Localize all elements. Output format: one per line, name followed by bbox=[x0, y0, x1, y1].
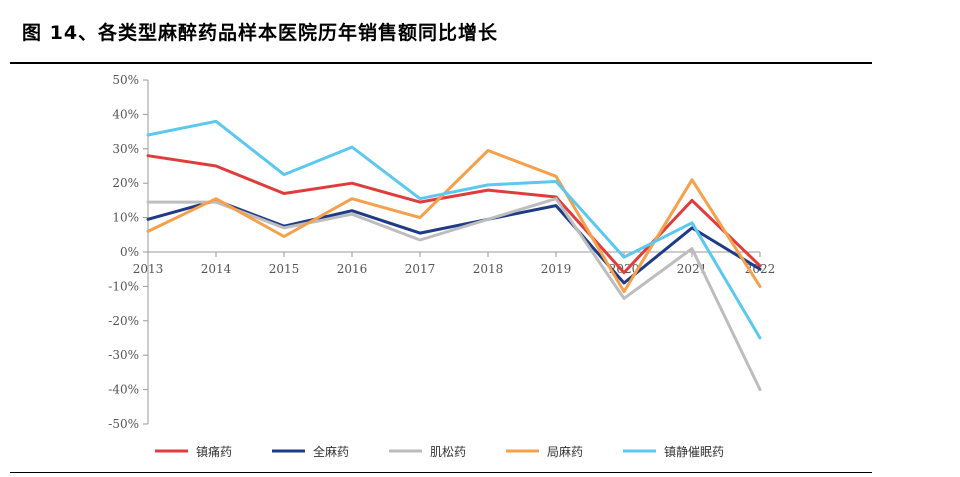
bottom-rule bbox=[10, 472, 872, 473]
x-tick-label: 2019 bbox=[541, 262, 572, 276]
legend-label: 全麻药 bbox=[313, 444, 349, 459]
top-rule bbox=[10, 62, 872, 64]
series-line bbox=[146, 149, 762, 294]
figure-title: 图 14、各类型麻醉药品样本医院历年销售额同比增长 bbox=[22, 22, 499, 44]
legend-label: 局麻药 bbox=[547, 444, 583, 459]
series-layer bbox=[146, 119, 762, 392]
series-line bbox=[146, 198, 762, 285]
y-tick-label: -40% bbox=[108, 383, 139, 397]
y-tick-label: -20% bbox=[108, 314, 139, 328]
y-tick-label: 0% bbox=[120, 245, 139, 259]
series-line bbox=[146, 154, 762, 275]
y-tick-label: 10% bbox=[112, 211, 139, 225]
x-tick-label: 2017 bbox=[405, 262, 436, 276]
axes: 50% 40% 30% 20% 10% 0% -10% -20% -30% -40% -50% 201… bbox=[108, 73, 775, 431]
y-tick-label: -30% bbox=[108, 348, 139, 362]
y-tick-label: 50% bbox=[112, 73, 139, 87]
y-tick-label: -50% bbox=[108, 417, 139, 431]
x-tick-label: 2014 bbox=[201, 262, 232, 276]
y-tick-label: 40% bbox=[112, 107, 139, 121]
y-tick-label: 20% bbox=[112, 176, 139, 190]
series-line bbox=[146, 119, 762, 340]
y-tick-label: -10% bbox=[108, 279, 139, 293]
legend-label: 肌松药 bbox=[430, 445, 466, 459]
x-tick-label: 2013 bbox=[133, 262, 164, 276]
x-tick-label: 2016 bbox=[337, 262, 368, 276]
legend-label: 镇痛药 bbox=[196, 444, 232, 459]
x-tick-label: 2015 bbox=[269, 262, 300, 276]
legend: 镇痛药 全麻药 肌松药 局麻药 镇静催眠药 bbox=[155, 444, 724, 459]
x-tick-label: 2018 bbox=[473, 262, 504, 276]
legend-label: 镇静催眠药 bbox=[664, 445, 724, 459]
series-line bbox=[146, 197, 762, 392]
y-tick-label: 30% bbox=[112, 142, 139, 156]
